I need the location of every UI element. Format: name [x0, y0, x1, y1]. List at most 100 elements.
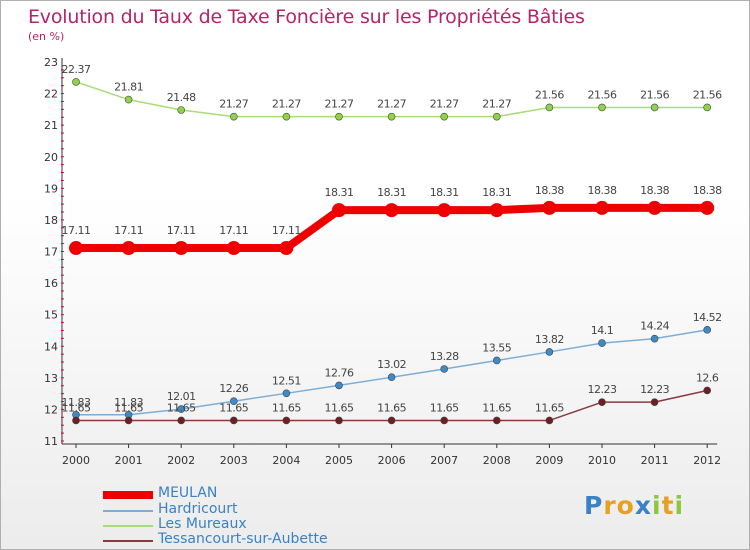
data-point-meulan: [542, 200, 557, 215]
logo-letter: r: [603, 491, 617, 520]
x-tick-label: 2003: [220, 454, 248, 467]
data-label-hardricourt: 13.28: [430, 350, 459, 363]
data-label-hardricourt: 12.01: [167, 390, 196, 403]
data-point-meulan: [69, 241, 83, 256]
data-label-meulan: 17.11: [219, 224, 248, 237]
data-point-hardricourt: [282, 389, 291, 398]
data-label-meulan: 17.11: [167, 224, 196, 237]
data-point-hardricourt: [440, 365, 449, 373]
y-tick-label: 14: [44, 340, 58, 353]
data-point-tessancourt-sur-aubette: [492, 416, 501, 425]
legend-label: Hardricourt: [158, 501, 238, 517]
data-point-les-mureaux: [230, 112, 238, 121]
logo-letter: t: [661, 491, 675, 520]
data-point-les-mureaux: [335, 112, 343, 121]
data-label-meulan: 18.38: [535, 184, 564, 197]
data-point-les-mureaux: [387, 112, 396, 121]
data-point-meulan: [226, 241, 241, 256]
data-point-tessancourt-sur-aubette: [230, 416, 238, 425]
data-label-meulan: 18.31: [377, 186, 406, 199]
data-point-les-mureaux: [72, 78, 80, 86]
data-label-tessancourt-sur-aubette: 11.65: [272, 401, 301, 414]
data-label-meulan: 17.11: [272, 224, 301, 237]
data-label-meulan: 18.38: [693, 184, 722, 197]
data-label-meulan: 17.11: [114, 224, 143, 237]
data-label-tessancourt-sur-aubette: 11.65: [167, 401, 196, 414]
data-label-tessancourt-sur-aubette: 12.23: [588, 383, 617, 396]
x-tick-label: 2006: [378, 454, 406, 467]
y-tick-label: 16: [44, 277, 58, 290]
data-label-meulan: 17.11: [62, 224, 91, 237]
x-tick-label: 2008: [483, 454, 511, 467]
data-point-meulan: [384, 203, 399, 218]
data-label-tessancourt-sur-aubette: 11.65: [377, 401, 406, 414]
data-point-meulan: [437, 203, 452, 218]
data-point-les-mureaux: [545, 103, 554, 112]
data-point-tessancourt-sur-aubette: [282, 416, 291, 425]
data-point-tessancourt-sur-aubette: [177, 416, 185, 425]
data-point-les-mureaux: [177, 106, 185, 114]
legend-swatch: [103, 491, 153, 499]
legend-label: MEULAN: [158, 485, 218, 501]
data-point-les-mureaux: [703, 103, 712, 112]
logo-letter: P: [584, 491, 604, 520]
data-label-tessancourt-sur-aubette: 11.65: [482, 401, 511, 414]
y-tick-label: 11: [44, 435, 58, 448]
data-label-les-mureaux: 21.48: [167, 91, 196, 104]
data-label-les-mureaux: 21.27: [482, 98, 511, 111]
x-tick-label: 2010: [588, 454, 616, 467]
y-tick-label: 20: [44, 151, 58, 164]
legend-swatch: [103, 525, 153, 527]
data-point-les-mureaux: [650, 103, 659, 112]
proxiti-logo: Proxiti: [584, 491, 684, 520]
data-label-hardricourt: 14.52: [693, 311, 722, 324]
x-tick-label: 2004: [272, 454, 300, 467]
legend-label: Les Mureaux: [158, 516, 247, 532]
data-label-les-mureaux: 21.56: [588, 88, 617, 101]
data-label-hardricourt: 11.83: [114, 396, 143, 409]
data-point-hardricourt: [703, 326, 712, 334]
data-point-meulan: [647, 200, 662, 215]
logo-letter: i: [652, 491, 662, 520]
data-point-tessancourt-sur-aubette: [545, 416, 554, 425]
data-point-tessancourt-sur-aubette: [124, 416, 133, 425]
data-label-hardricourt: 13.02: [377, 358, 406, 371]
x-tick-label: 2011: [641, 454, 669, 467]
data-label-meulan: 18.38: [588, 184, 617, 197]
data-label-hardricourt: 12.26: [219, 382, 248, 395]
data-point-tessancourt-sur-aubette: [598, 398, 606, 406]
legend-label: Tessancourt-sur-Aubette: [158, 531, 328, 547]
data-label-tessancourt-sur-aubette: 12.6: [696, 371, 719, 384]
legend-swatch: [103, 540, 153, 542]
data-label-les-mureaux: 21.27: [325, 98, 354, 111]
data-label-tessancourt-sur-aubette: 11.65: [430, 401, 459, 414]
data-point-les-mureaux: [440, 112, 449, 121]
data-point-meulan: [279, 241, 294, 256]
x-tick-label: 2000: [62, 454, 90, 467]
y-tick-label: 12: [44, 403, 58, 416]
data-label-tessancourt-sur-aubette: 11.65: [114, 401, 143, 414]
data-point-tessancourt-sur-aubette: [72, 416, 80, 425]
data-label-les-mureaux: 21.27: [219, 98, 248, 111]
data-point-hardricourt: [230, 397, 238, 406]
data-point-les-mureaux: [492, 112, 501, 121]
data-point-hardricourt: [598, 339, 606, 347]
data-label-hardricourt: 13.82: [535, 333, 564, 346]
data-label-hardricourt: 13.55: [482, 341, 511, 354]
data-label-meulan: 18.31: [325, 186, 354, 199]
data-label-les-mureaux: 21.27: [272, 98, 301, 111]
data-point-meulan: [121, 241, 136, 256]
data-point-hardricourt: [387, 373, 396, 382]
data-label-les-mureaux: 21.56: [640, 88, 669, 101]
data-point-hardricourt: [492, 356, 501, 365]
data-label-meulan: 18.31: [430, 186, 459, 199]
data-label-tessancourt-sur-aubette: 11.65: [219, 401, 248, 414]
logo-letter: i: [674, 491, 685, 520]
data-label-tessancourt-sur-aubette: 12.23: [640, 383, 669, 396]
data-point-hardricourt: [177, 405, 185, 413]
data-label-les-mureaux: 21.27: [430, 98, 459, 111]
y-tick-label: 22: [44, 88, 58, 101]
data-label-hardricourt: 12.51: [272, 374, 301, 387]
data-label-meulan: 18.38: [640, 184, 669, 197]
data-label-meulan: 18.31: [482, 186, 511, 199]
